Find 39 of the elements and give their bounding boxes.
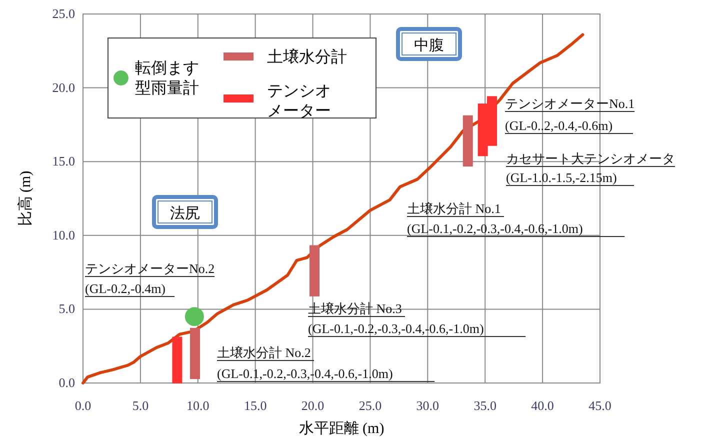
x-tick-label: 20.0 bbox=[301, 398, 324, 413]
x-axis-title: 水平距離 (m) bbox=[298, 420, 384, 437]
x-tick-label: 40.0 bbox=[531, 398, 554, 413]
annotation: (GL-0.1,-0.2,-0.3,-0.4,-0.6,-1.0m) bbox=[407, 221, 583, 236]
x-tick-label: 0.0 bbox=[74, 398, 92, 413]
annotation: テンシオメーターNo.1 bbox=[505, 96, 635, 111]
y-tick-label: 15.0 bbox=[52, 154, 75, 169]
x-tick-label: 35.0 bbox=[474, 398, 496, 413]
legend-label: テンシオメーター bbox=[267, 81, 331, 120]
annotation: テンシオメーターNo.2 bbox=[85, 261, 215, 276]
annotation: カセサート大テンシオメータ bbox=[506, 151, 675, 166]
x-tick-label: 45.0 bbox=[588, 398, 612, 413]
bar bbox=[462, 115, 473, 167]
legend-label: 土壌水分計 bbox=[267, 47, 347, 66]
annotation: 土壌水分計 No.2 bbox=[217, 345, 311, 360]
annotation: (GL-0.2,-0.4m) bbox=[85, 281, 166, 296]
y-tick-label: 0.0 bbox=[58, 375, 75, 390]
annotation: (GL-0..2,-0.4,-0.6m) bbox=[505, 118, 613, 133]
x-tick-label: 15.0 bbox=[244, 398, 267, 413]
annotation: (GL-0.1,-0.2,-0.3,-0.4,-0.6,-1.0m) bbox=[217, 366, 393, 381]
annotation: 土壌水分計 No.3 bbox=[308, 301, 402, 316]
annotation: 中腹 bbox=[414, 37, 444, 54]
x-tick-label: 30.0 bbox=[416, 398, 440, 413]
annotation: 土壌水分計 No.1 bbox=[407, 201, 501, 216]
annotation: (GL-1.0.-1.5,-2.15m) bbox=[506, 170, 617, 185]
x-tick-label: 10.0 bbox=[186, 398, 210, 413]
y-tick-label: 25.0 bbox=[52, 6, 75, 21]
y-tick-label: 10.0 bbox=[52, 227, 75, 242]
bar bbox=[190, 328, 200, 380]
y-axis-title: 比高 (m) bbox=[17, 170, 34, 226]
x-tick-label: 25.0 bbox=[358, 398, 382, 413]
annotation: (GL-0.1,-0.2,-0.3,-0.4,-0.6,-1.0m) bbox=[308, 321, 484, 336]
bar bbox=[310, 245, 320, 296]
annotation: 法尻 bbox=[170, 205, 200, 222]
legend-label: 転倒ます型雨量計 bbox=[135, 58, 199, 97]
y-tick-label: 20.0 bbox=[52, 80, 75, 95]
bar bbox=[172, 336, 182, 384]
x-tick-label: 5.0 bbox=[132, 398, 149, 413]
y-tick-label: 5.0 bbox=[58, 301, 75, 316]
